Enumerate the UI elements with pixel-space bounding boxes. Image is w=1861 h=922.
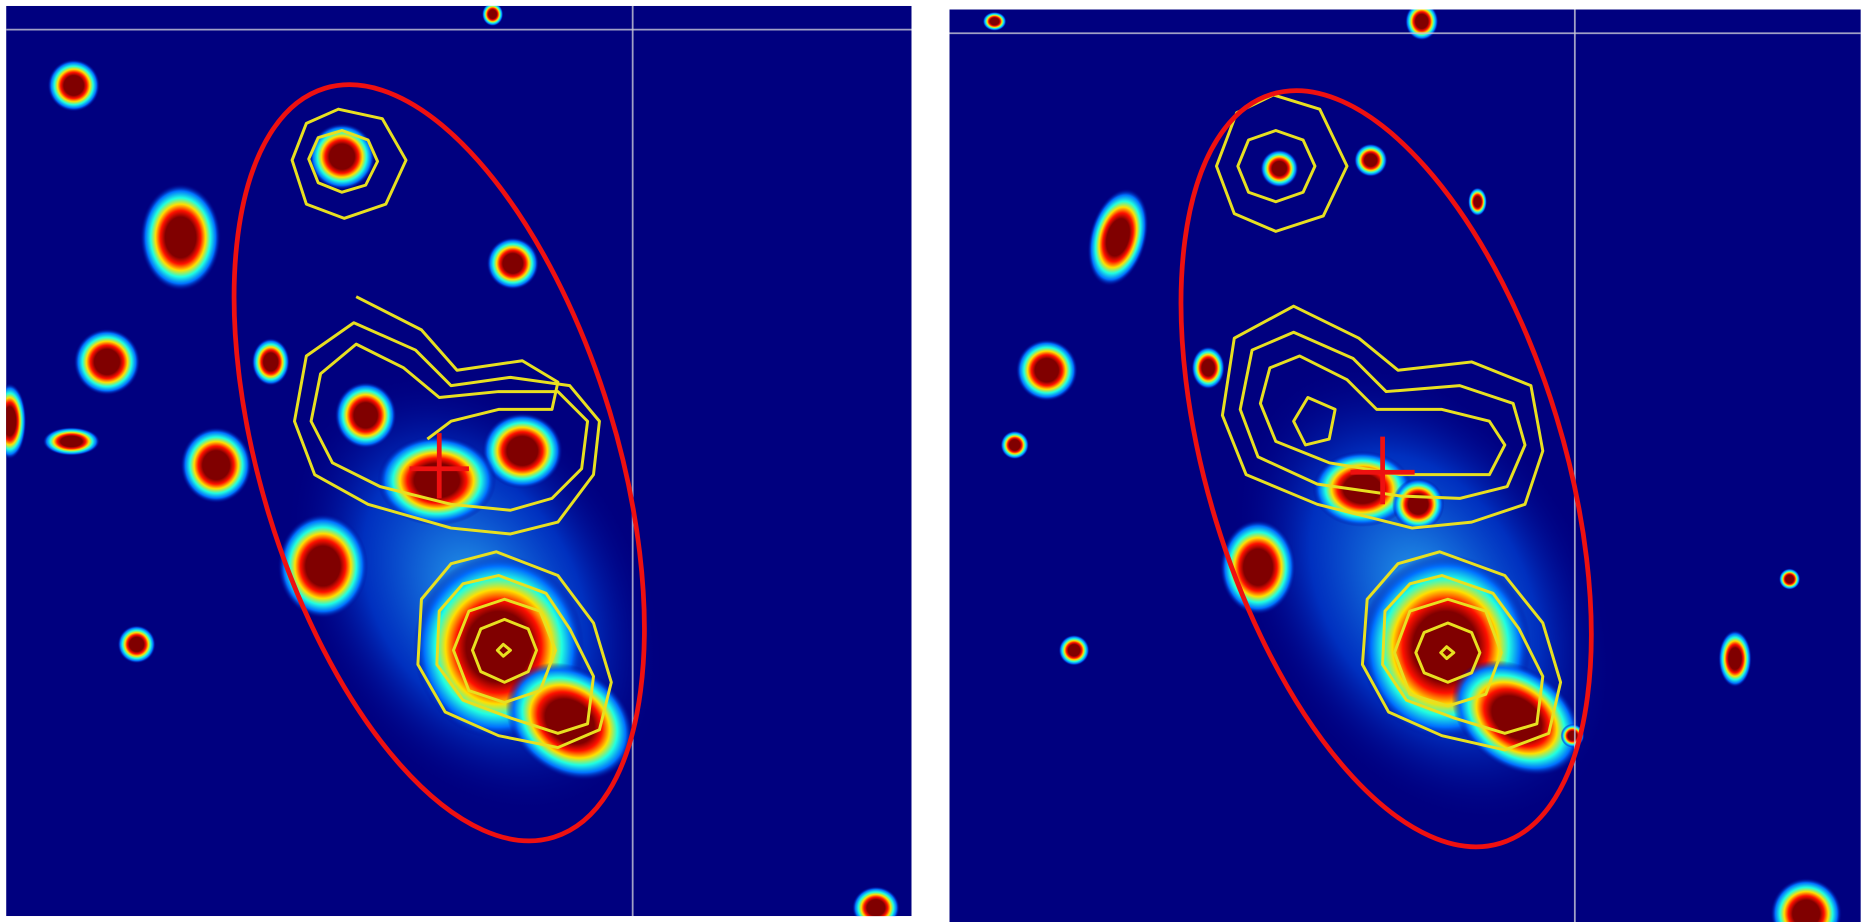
figure bbox=[0, 0, 1861, 922]
right-panel bbox=[949, 2, 1860, 922]
left-panel bbox=[0, 2, 912, 922]
page bbox=[0, 0, 1861, 922]
